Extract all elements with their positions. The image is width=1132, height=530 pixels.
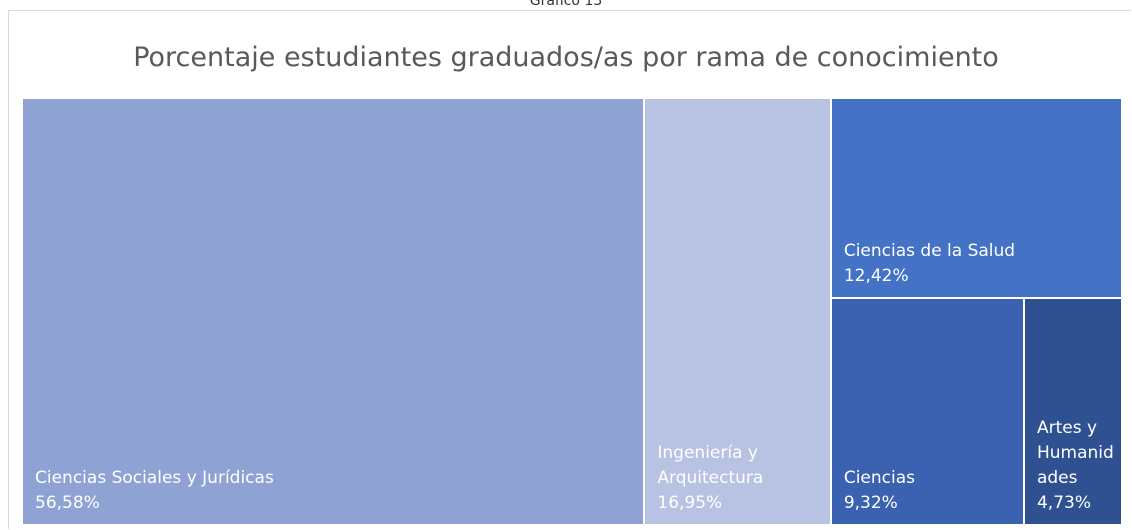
plot-area: Ciencias Sociales y Jurídicas 56,58% Ingen… [22, 98, 1122, 525]
value-label: 56,58% [35, 493, 100, 513]
value-label: 9,32% [843, 492, 898, 513]
value-label: 4,73% [1036, 492, 1091, 513]
category-label: Ciencias [843, 467, 915, 488]
treemap-cell: Ciencias Sociales y Jurídicas 56,58% [22, 98, 645, 525]
treemap-cell: Ingeniería y Arquitectura 16,95% [644, 98, 831, 525]
category-label: Ciencias de la Salud [843, 241, 1016, 262]
caption: Gráfico 13 [529, 0, 603, 9]
chart-title: Porcentaje estudiantes graduados/as por … [133, 42, 999, 73]
value-label: 16,95% [657, 493, 723, 513]
treemap-cell: Ciencias 9,32% [830, 298, 1024, 525]
category-label: Artes y Humanidades [1036, 417, 1114, 488]
category-label: Ciencias Sociales y Jurídicas [35, 468, 274, 488]
category-label: Ingeniería y Arquitectura [657, 443, 764, 488]
treemap-cell: Ciencias de la Salud 12,42% [830, 98, 1122, 299]
value-label: 12,42% [843, 266, 909, 287]
treemap-cell: Artes y Humanidades 4,73% [1023, 298, 1122, 525]
chart-frame [8, 10, 1131, 529]
